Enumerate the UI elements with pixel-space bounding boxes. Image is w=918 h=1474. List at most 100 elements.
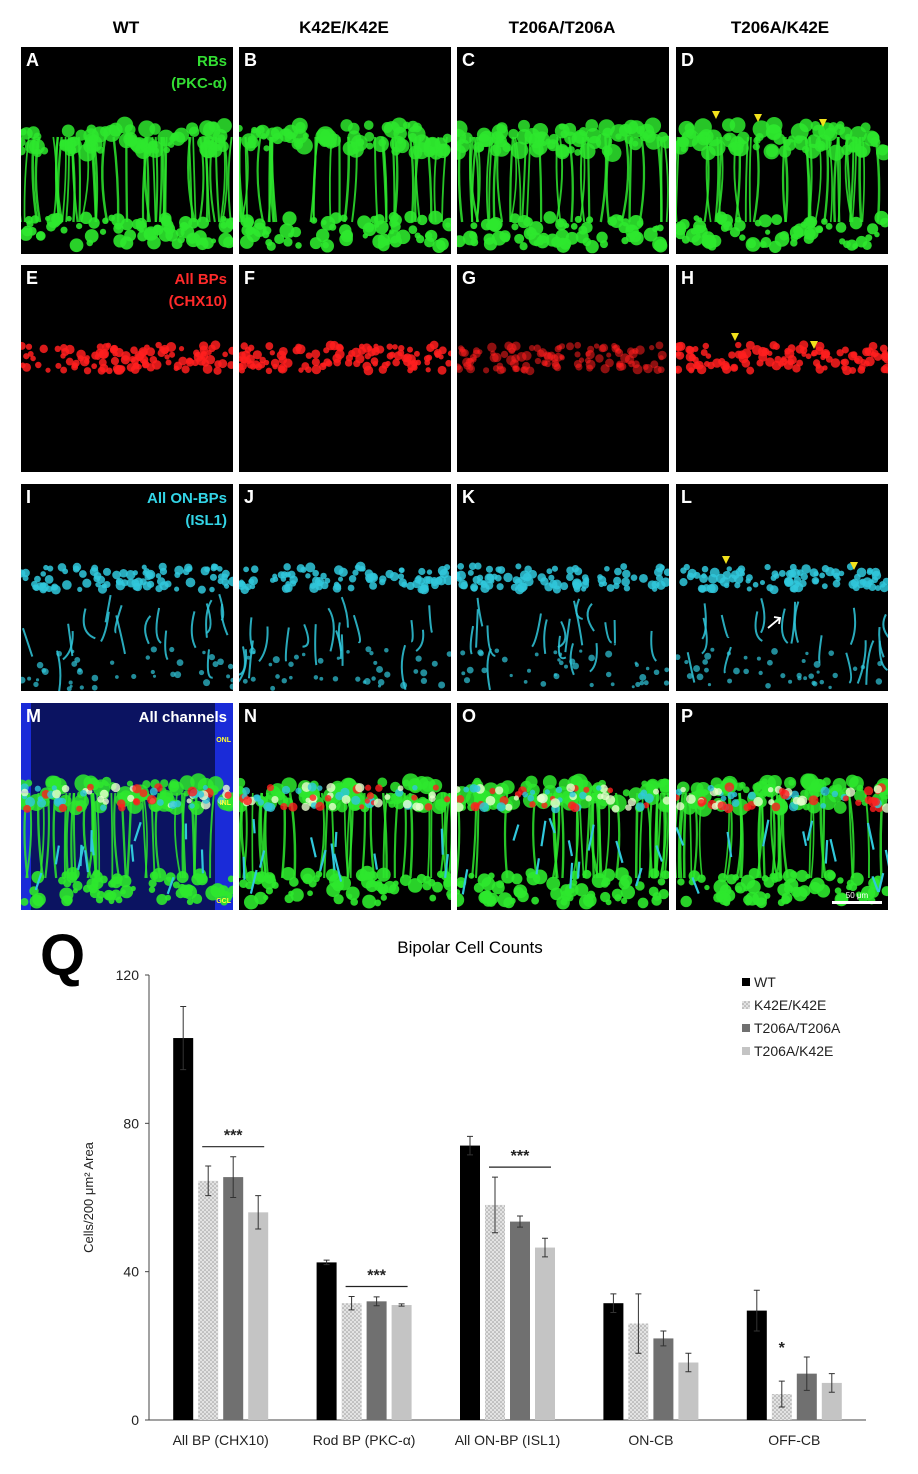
x-tick-label: All BP (CHX10) — [173, 1432, 269, 1448]
panel-letter: N — [244, 706, 257, 726]
error-bar — [753, 1289, 760, 1332]
significance-label: *** — [224, 1128, 243, 1145]
micrograph-image — [457, 562, 669, 691]
micrograph-panel: J — [239, 484, 451, 691]
y-axis-label: Cells/200 μm² Area — [81, 1141, 96, 1253]
error-bar — [660, 1330, 667, 1347]
legend-swatch — [742, 978, 750, 986]
stain-label: All ON-BPs — [146, 490, 227, 507]
legend-label: T206A/K42E — [754, 1043, 833, 1059]
bar — [485, 1204, 505, 1420]
micrograph-panel: E All BPs (CHX10) — [21, 265, 233, 472]
micrograph-image — [457, 341, 667, 376]
stain-label: (ISL1) — [185, 512, 227, 529]
micrograph-panel: B — [239, 47, 451, 254]
bar-chart: 0 40 80 120 Cells/200 μm² Area All BP (CHX10)… — [81, 967, 866, 1448]
y-tick-label: 80 — [123, 1115, 139, 1131]
panel-letter: A — [26, 50, 39, 70]
micrograph-panel: F — [239, 265, 451, 472]
stain-label: (PKC-α) — [171, 75, 227, 92]
micrograph-image — [676, 556, 888, 690]
y-tick-label: 40 — [123, 1264, 139, 1280]
micrograph-image — [239, 340, 451, 376]
bar — [603, 1303, 624, 1420]
legend-label: T206A/T206A — [754, 1020, 841, 1036]
error-bar — [803, 1356, 810, 1391]
micrograph-panel: K — [457, 484, 669, 691]
bar — [510, 1221, 530, 1420]
bar — [796, 1373, 817, 1420]
error-bar — [685, 1352, 692, 1373]
scale-bar-label: 50 μm — [845, 891, 869, 900]
micrograph-image — [676, 111, 888, 253]
figure-label: Q — [40, 923, 86, 988]
layer-label: GCL — [216, 898, 231, 905]
bar — [366, 1301, 387, 1420]
micrograph-panel: H — [676, 265, 888, 472]
error-bar — [348, 1296, 355, 1311]
panel-letter: K — [462, 487, 475, 507]
panel-letter: E — [26, 268, 39, 288]
micrograph-image — [457, 117, 669, 254]
micrograph-image — [239, 773, 451, 910]
significance-label: *** — [367, 1268, 386, 1285]
bar — [341, 1303, 362, 1420]
error-bar — [255, 1195, 262, 1230]
x-tick-label: ON-CB — [628, 1432, 673, 1448]
micrograph-image — [21, 703, 233, 910]
micrograph-image — [239, 117, 451, 254]
bar — [628, 1323, 649, 1420]
column-header: T206A/K42E — [730, 18, 830, 37]
bar — [460, 1145, 480, 1420]
panel-letter: P — [681, 706, 694, 726]
panel-letter: J — [244, 487, 255, 507]
micrograph-panel: G — [457, 265, 669, 472]
bar — [535, 1247, 555, 1420]
panel-letter: C — [462, 50, 475, 70]
panel-letter: F — [244, 268, 255, 288]
micrograph-image — [239, 561, 451, 691]
error-bar — [635, 1293, 642, 1354]
y-tick-label: 0 — [131, 1412, 139, 1428]
error-bar — [205, 1165, 212, 1197]
micrograph-panel: C — [457, 47, 669, 254]
micrograph-panel: O — [457, 703, 669, 910]
error-bar — [398, 1303, 405, 1307]
panel-letter: O — [462, 706, 477, 726]
error-bar — [542, 1237, 548, 1258]
micrograph-panel: D — [676, 47, 888, 254]
layer-label: INL — [219, 800, 231, 807]
micrograph-image — [457, 773, 669, 910]
micrograph-panel: N — [239, 703, 451, 910]
panel-letter: L — [681, 487, 692, 507]
error-bar — [610, 1293, 617, 1313]
error-bar — [492, 1176, 498, 1234]
micrograph-panel: I All ON-BPs (ISL1) — [21, 484, 233, 691]
panel-letter: D — [681, 50, 694, 70]
micrograph-image — [676, 773, 888, 909]
micrograph-image — [21, 116, 233, 253]
bar — [223, 1177, 244, 1420]
bar — [746, 1310, 767, 1420]
significance-label: * — [779, 1340, 786, 1357]
error-bar — [467, 1135, 473, 1156]
bar — [316, 1262, 337, 1420]
scale-bar: 50 μm — [832, 891, 882, 904]
layer-label: ONL — [216, 737, 231, 744]
bar — [678, 1362, 699, 1420]
bar — [173, 1038, 194, 1420]
column-header: WT — [112, 18, 140, 37]
x-tick-label: OFF-CB — [768, 1432, 820, 1448]
stain-label: (CHX10) — [168, 293, 227, 310]
significance-label: *** — [511, 1148, 530, 1165]
panel-letter: M — [26, 706, 41, 726]
scale-bar-line — [832, 901, 882, 904]
x-tick-label: All ON-BP (ISL1) — [455, 1432, 561, 1448]
error-bar — [230, 1156, 237, 1198]
legend-label: K42E/K42E — [754, 997, 826, 1013]
x-tick-label: Rod BP (PKC-α) — [313, 1432, 416, 1448]
error-bar — [828, 1373, 835, 1393]
legend-swatch — [742, 1047, 750, 1055]
panel-letter: B — [244, 50, 257, 70]
y-tick-label: 120 — [116, 967, 140, 983]
